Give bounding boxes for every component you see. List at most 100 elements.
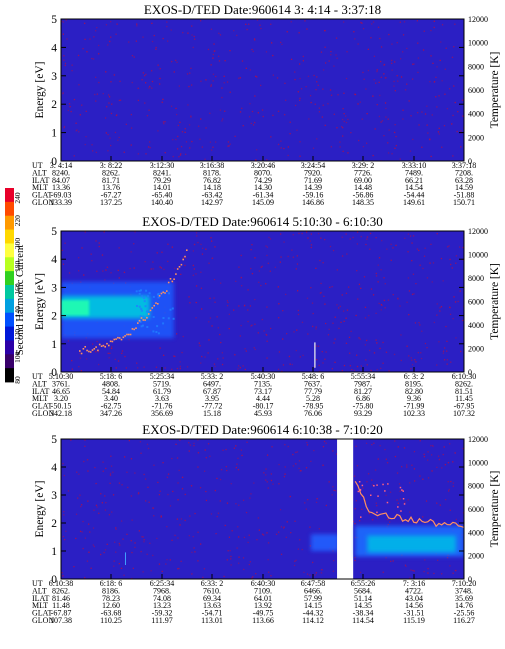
y2-tick-label: 6000	[468, 298, 484, 307]
noise-dot	[240, 254, 242, 257]
noise-dot	[188, 442, 190, 444]
noise-dot	[75, 537, 77, 540]
noise-dot	[254, 95, 256, 97]
noise-dot	[450, 480, 452, 483]
noise-dot	[306, 231, 308, 233]
noise-dot	[462, 115, 464, 117]
trace-point	[373, 485, 375, 487]
table-row-label: ALT	[32, 379, 47, 388]
noise-dot	[396, 472, 399, 474]
noise-dot	[336, 304, 338, 306]
noise-dot	[328, 60, 330, 62]
colorbar-segment	[5, 229, 14, 244]
noise-dot	[299, 356, 301, 358]
noise-dot	[149, 147, 151, 149]
table-cell: 6:47:58	[301, 579, 325, 588]
noise-dot	[318, 528, 320, 530]
noise-dot	[351, 369, 353, 371]
noise-dot	[308, 118, 310, 120]
noise-dot	[372, 21, 375, 23]
noise-dot	[402, 34, 405, 36]
noise-dot	[219, 109, 222, 111]
noise-dot	[186, 366, 189, 368]
noise-dot	[367, 473, 370, 475]
noise-dot	[442, 352, 444, 354]
trace-point	[164, 292, 166, 294]
noise-dot	[62, 575, 64, 577]
noise-dot	[130, 144, 132, 146]
band-speck	[142, 315, 145, 318]
noise-dot	[214, 246, 216, 248]
y2-tick-label: 2000	[468, 133, 484, 142]
table-cell: 8186.	[102, 586, 120, 595]
noise-dot	[454, 101, 456, 104]
noise-dot	[305, 86, 307, 88]
noise-dot	[197, 531, 199, 533]
noise-dot	[194, 551, 196, 553]
noise-dot	[375, 275, 378, 277]
y2-tick-label: 8000	[468, 62, 484, 71]
noise-dot	[222, 449, 224, 451]
noise-dot	[376, 69, 378, 71]
noise-dot	[200, 20, 202, 22]
noise-dot	[357, 298, 359, 300]
noise-dot	[117, 269, 119, 272]
noise-dot	[71, 368, 73, 370]
noise-dot	[365, 88, 367, 90]
noise-dot	[409, 511, 411, 513]
noise-dot	[366, 481, 368, 483]
y2-tick-label: 12000	[468, 435, 488, 444]
noise-dot	[426, 277, 429, 279]
noise-dot	[167, 40, 169, 42]
noise-dot	[143, 473, 145, 476]
noise-dot	[229, 550, 231, 552]
noise-dot	[394, 131, 396, 134]
noise-dot	[125, 367, 127, 369]
noise-dot	[249, 69, 251, 71]
noise-dot	[293, 331, 295, 333]
noise-dot	[358, 139, 360, 142]
noise-dot	[78, 270, 80, 272]
noise-dot	[370, 288, 373, 290]
noise-dot	[312, 561, 314, 564]
noise-dot	[177, 537, 179, 539]
trace-point	[93, 348, 96, 350]
trace-point	[384, 490, 386, 492]
noise-dot	[346, 51, 348, 53]
noise-dot	[289, 121, 291, 123]
noise-dot	[261, 533, 264, 535]
noise-dot	[295, 349, 297, 352]
noise-dot	[179, 365, 181, 368]
noise-dot	[299, 470, 301, 472]
noise-dot	[221, 363, 224, 366]
noise-dot	[397, 446, 399, 448]
noise-dot	[159, 266, 161, 268]
noise-dot	[367, 48, 369, 50]
table-cell: -69.03	[51, 191, 72, 200]
noise-dot	[460, 350, 462, 353]
noise-dot	[347, 152, 349, 154]
noise-dot	[354, 523, 356, 525]
noise-dot	[213, 43, 215, 45]
noise-dot	[309, 95, 312, 97]
noise-dot	[267, 487, 269, 489]
noise-dot	[254, 323, 256, 325]
noise-dot	[193, 268, 195, 270]
noise-dot	[199, 138, 201, 140]
noise-dot	[445, 47, 447, 49]
noise-dot	[211, 257, 213, 260]
noise-dot	[198, 342, 200, 344]
noise-dot	[366, 238, 368, 240]
trace-point	[169, 278, 172, 280]
noise-dot	[75, 122, 77, 124]
noise-dot	[383, 277, 385, 279]
noise-dot	[195, 317, 197, 319]
noise-dot	[446, 557, 449, 559]
noise-dot	[79, 357, 81, 359]
noise-dot	[292, 256, 294, 258]
noise-dot	[106, 543, 108, 545]
noise-dot	[226, 469, 228, 472]
table-cell: 8070.	[254, 168, 272, 177]
noise-dot	[246, 441, 248, 443]
noise-dot	[417, 352, 419, 354]
